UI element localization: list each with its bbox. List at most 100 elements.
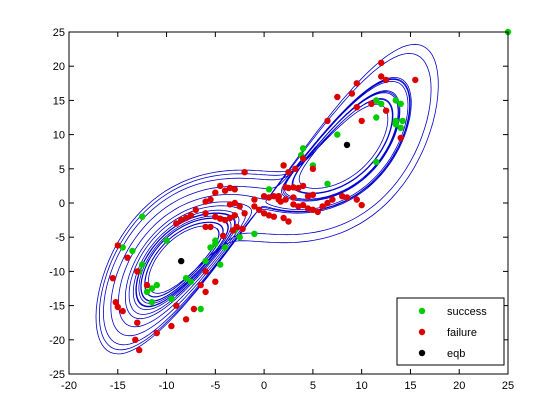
failure-point	[143, 281, 151, 289]
x-tick-label: -10	[159, 380, 175, 392]
failure-point	[260, 193, 268, 200]
failure-point	[221, 216, 229, 224]
x-tick-label: -20	[61, 380, 77, 392]
failure-point	[114, 303, 122, 311]
failure-point	[309, 206, 317, 213]
failure-point	[226, 214, 234, 222]
legend-marker-eqb	[418, 349, 426, 357]
eqb-point	[343, 141, 351, 149]
y-tick-label: -10	[49, 266, 65, 278]
failure-point	[251, 203, 258, 210]
failure-point	[285, 169, 292, 176]
failure-point	[226, 201, 234, 208]
failure-point	[173, 220, 180, 227]
y-tick-label: -20	[49, 335, 65, 347]
failure-point	[353, 104, 360, 111]
failure-point	[251, 196, 258, 203]
failure-point	[212, 213, 219, 220]
failure-point	[329, 196, 336, 203]
y-tick-label: 0	[59, 198, 65, 210]
failure-point	[241, 210, 248, 217]
failure-point	[270, 193, 278, 200]
legend-label-success: success	[447, 306, 487, 318]
x-tick-label: 15	[404, 380, 416, 392]
failure-point	[285, 184, 292, 192]
failure-point	[299, 201, 307, 209]
failure-point	[290, 184, 297, 191]
failure-point	[109, 275, 117, 282]
y-tick-label: -15	[49, 301, 65, 313]
failure-point	[397, 134, 404, 142]
failure-point	[114, 242, 122, 249]
y-tick-label: 20	[53, 61, 65, 73]
failure-point	[236, 203, 243, 210]
success-point	[373, 158, 380, 166]
failure-point	[343, 194, 351, 201]
failure-point	[290, 194, 297, 201]
failure-point	[233, 223, 240, 231]
failure-point	[295, 203, 302, 210]
data-points	[109, 28, 512, 354]
success-point	[334, 131, 341, 138]
failure-point	[182, 316, 190, 323]
failure-point	[217, 182, 224, 190]
y-tick-label: -25	[49, 369, 65, 381]
failure-point	[280, 162, 287, 169]
failure-point	[348, 90, 356, 97]
failure-point	[134, 319, 141, 326]
failure-point	[202, 288, 209, 296]
x-tick-label: 25	[502, 380, 514, 392]
failure-point	[299, 182, 307, 190]
failure-point	[334, 93, 341, 101]
eqb-point	[178, 257, 185, 265]
failure-point	[168, 322, 175, 330]
failure-point	[368, 100, 375, 108]
success-point	[397, 124, 404, 131]
failure-point	[182, 214, 190, 222]
failure-point	[270, 213, 278, 220]
legend-label-failure: failure	[447, 327, 477, 339]
axis-ticks: -20 -15 -10 -5 0 5 10 15 20 25-25-20-15-10-505101…	[49, 27, 514, 392]
failure-point	[290, 201, 297, 208]
success-point	[197, 305, 204, 313]
failure-point	[217, 215, 224, 222]
failure-point	[124, 254, 131, 261]
failure-point	[277, 198, 284, 205]
failure-point	[304, 193, 312, 200]
failure-point	[353, 80, 360, 87]
failure-point	[309, 165, 317, 172]
failure-point	[378, 73, 385, 80]
failure-point	[202, 223, 209, 231]
failure-point	[187, 212, 195, 219]
failure-point	[226, 184, 234, 192]
failure-point	[212, 189, 219, 196]
failure-point	[136, 346, 143, 354]
failure-point	[231, 199, 238, 207]
failure-point	[112, 299, 120, 306]
success-point	[212, 237, 219, 244]
failure-point	[295, 184, 302, 192]
failure-point	[292, 165, 299, 172]
success-point	[221, 244, 229, 251]
failure-point	[382, 76, 390, 84]
success-point	[202, 257, 209, 265]
failure-point	[132, 336, 139, 343]
success-point	[397, 100, 404, 108]
failure-point	[192, 206, 199, 213]
x-tick-label: 5	[310, 380, 316, 392]
legend-marker-success	[418, 307, 426, 315]
success-point	[324, 180, 331, 187]
failure-point	[265, 194, 273, 201]
success-point	[148, 299, 156, 306]
success-point	[139, 261, 146, 268]
failure-point	[202, 198, 209, 205]
x-tick-label: 0	[261, 380, 267, 392]
failure-point	[190, 305, 198, 313]
success-point	[129, 247, 136, 255]
x-tick-label: -15	[110, 380, 126, 392]
failure-point	[319, 203, 326, 210]
success-point	[163, 237, 170, 244]
failure-point	[256, 206, 263, 213]
failure-point	[382, 107, 390, 114]
